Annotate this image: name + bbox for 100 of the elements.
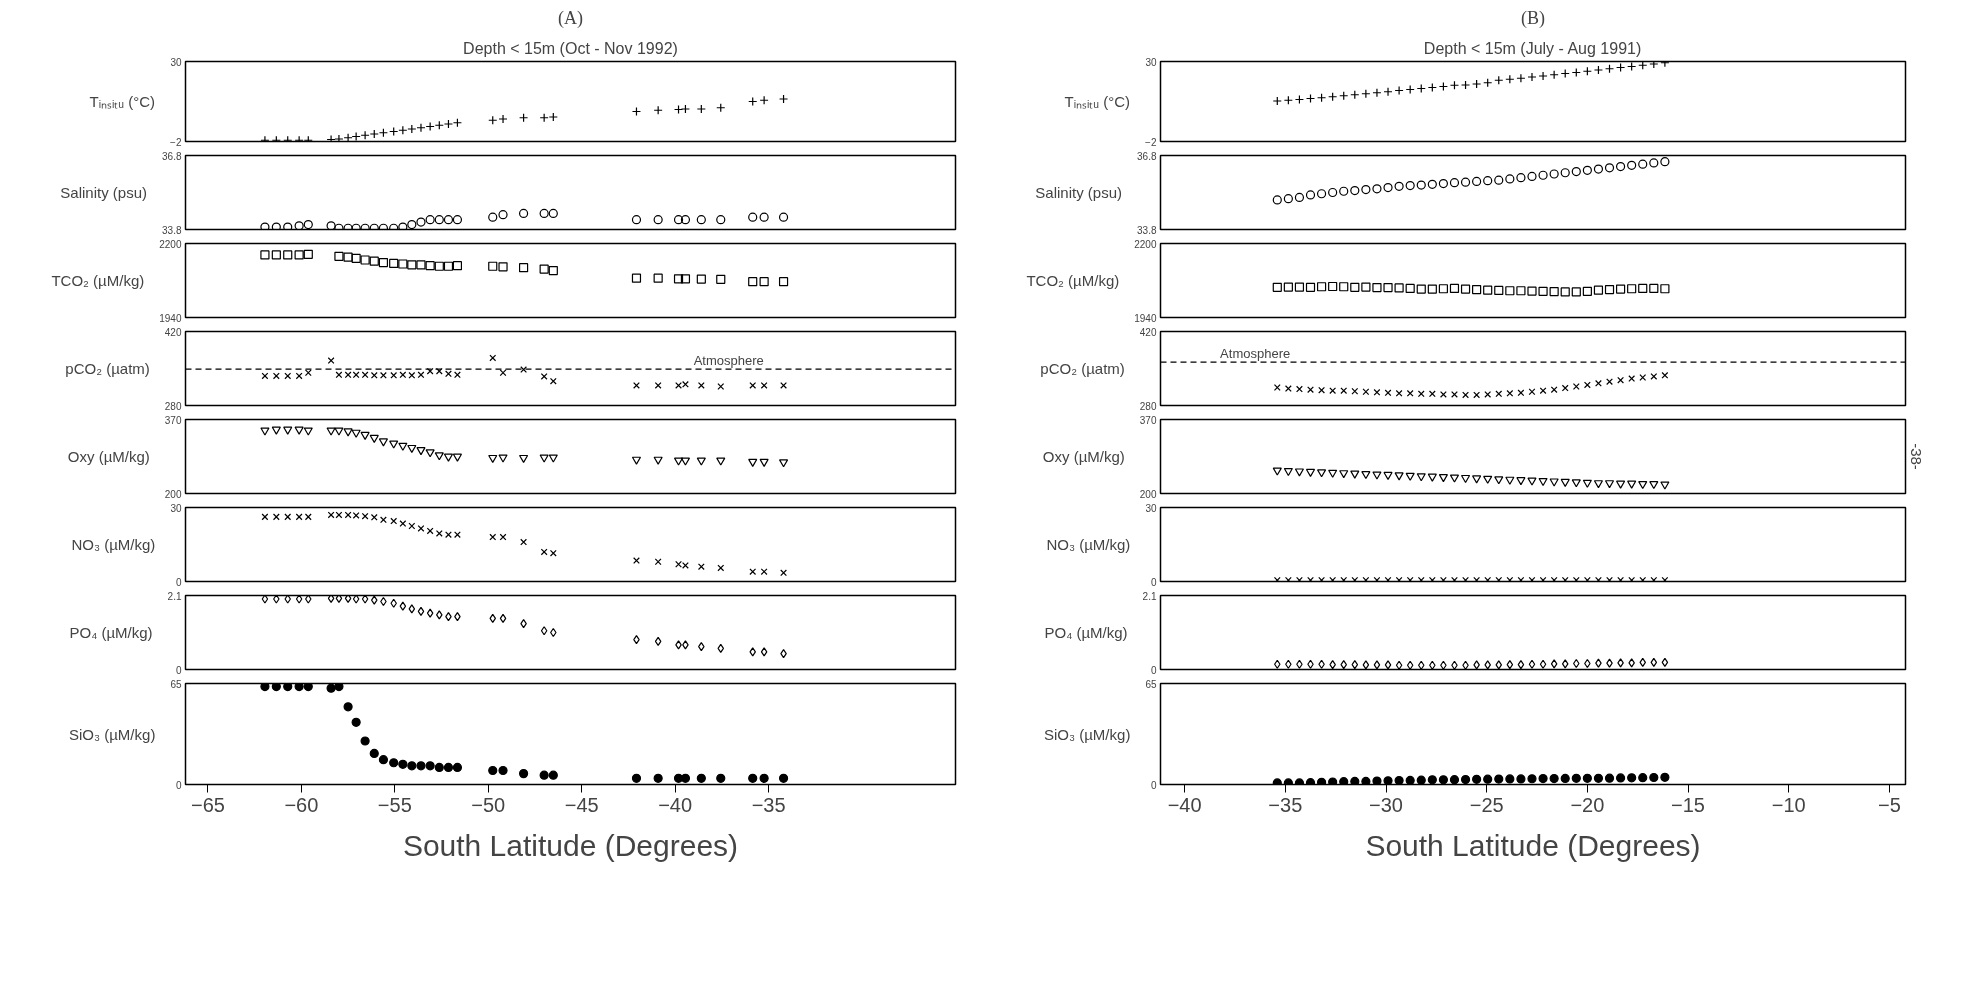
x-tick-label: −15 [1671, 793, 1706, 816]
point [1604, 163, 1615, 173]
point [1550, 386, 1558, 394]
point [1593, 164, 1604, 174]
y-axis-title: pCO₂ (µatm) [1040, 360, 1125, 377]
x-tick-label: −35 [1268, 793, 1303, 816]
y-axis-title: Tᵢₙₛᵢₜᵤ (°C) [89, 93, 156, 110]
point [1339, 470, 1349, 479]
point [334, 427, 344, 436]
point [1383, 471, 1393, 480]
y-tick-label: 65 [1145, 678, 1157, 690]
y-tick-label: 200 [1139, 488, 1157, 500]
y-axis-title: Tᵢₙₛᵢₜᵤ (°C) [1064, 93, 1131, 110]
point [1561, 384, 1569, 392]
y-tick-label: −2 [170, 136, 182, 148]
point [488, 765, 498, 776]
x-axis-title: South Latitude (Degrees) [402, 828, 739, 862]
y-axis-title: pCO₂ (µatm) [65, 360, 150, 377]
point [1539, 387, 1547, 395]
point [1516, 173, 1526, 183]
point [1528, 388, 1536, 396]
point [1505, 174, 1515, 184]
point [360, 431, 370, 440]
point [539, 770, 549, 780]
point [407, 444, 417, 454]
y-tick-label: 33.8 [162, 224, 182, 236]
point [1606, 378, 1613, 386]
point [1560, 478, 1570, 487]
point [443, 762, 454, 772]
y-tick-label: 2200 [159, 238, 182, 250]
point [1305, 190, 1316, 200]
point [294, 250, 304, 260]
y-tick-label: 280 [164, 400, 182, 412]
point [436, 610, 443, 620]
point [749, 381, 757, 389]
point [748, 277, 758, 287]
point [1549, 478, 1559, 487]
point [1406, 389, 1414, 397]
point [749, 647, 756, 657]
point [1649, 158, 1659, 168]
point [351, 429, 361, 438]
point [1527, 477, 1537, 486]
y-axis-title: TCO₂ (µM/kg) [1026, 272, 1120, 289]
point [284, 513, 292, 521]
x-axis-title: South Latitude (Degrees) [1365, 828, 1701, 862]
point [1538, 477, 1548, 487]
point [499, 613, 507, 623]
point [696, 773, 706, 783]
point [1361, 184, 1371, 195]
point [408, 522, 416, 530]
x-tick-label: −45 [564, 793, 599, 816]
point [425, 761, 435, 771]
point [261, 595, 269, 604]
point [1318, 386, 1326, 394]
point [371, 595, 378, 605]
point [294, 683, 304, 692]
point [352, 595, 360, 604]
point [680, 274, 691, 284]
point [435, 529, 443, 537]
point [283, 426, 293, 435]
point [1316, 469, 1327, 478]
point [1639, 374, 1647, 381]
point [1350, 470, 1360, 479]
point [1583, 381, 1591, 389]
point [260, 683, 270, 692]
point [445, 612, 452, 622]
point [1361, 471, 1371, 480]
y-tick-label: 36.8 [162, 150, 182, 162]
y-tick-label: 280 [1139, 400, 1157, 412]
point [351, 717, 361, 727]
point [1604, 480, 1615, 489]
y-tick-label: 30 [1145, 502, 1157, 514]
y-tick-label: 30 [170, 56, 182, 68]
point [1428, 390, 1436, 398]
y-axis-title: NO₃ (µM/kg) [1046, 536, 1131, 553]
point [1472, 475, 1482, 484]
point [416, 761, 426, 771]
point [434, 762, 444, 772]
y-tick-label: 2.1 [167, 590, 182, 602]
point [631, 273, 642, 283]
y-tick-label: 370 [164, 414, 182, 426]
point [1483, 475, 1493, 484]
point [343, 428, 353, 437]
point [1328, 469, 1338, 478]
point [378, 257, 389, 268]
point [780, 649, 787, 659]
y-tick-label: 65 [170, 678, 182, 690]
point [1283, 194, 1293, 204]
y-tick-label: 420 [164, 326, 182, 338]
point [680, 457, 691, 466]
point [1495, 390, 1503, 398]
point [303, 427, 313, 436]
y-axis-title: PO₄ (µM/kg) [69, 624, 153, 641]
point [399, 520, 407, 527]
point [716, 457, 726, 466]
point [1582, 479, 1592, 488]
point [425, 261, 435, 271]
point [778, 459, 789, 468]
point [303, 683, 313, 692]
chart-title: (B) [1521, 7, 1545, 29]
